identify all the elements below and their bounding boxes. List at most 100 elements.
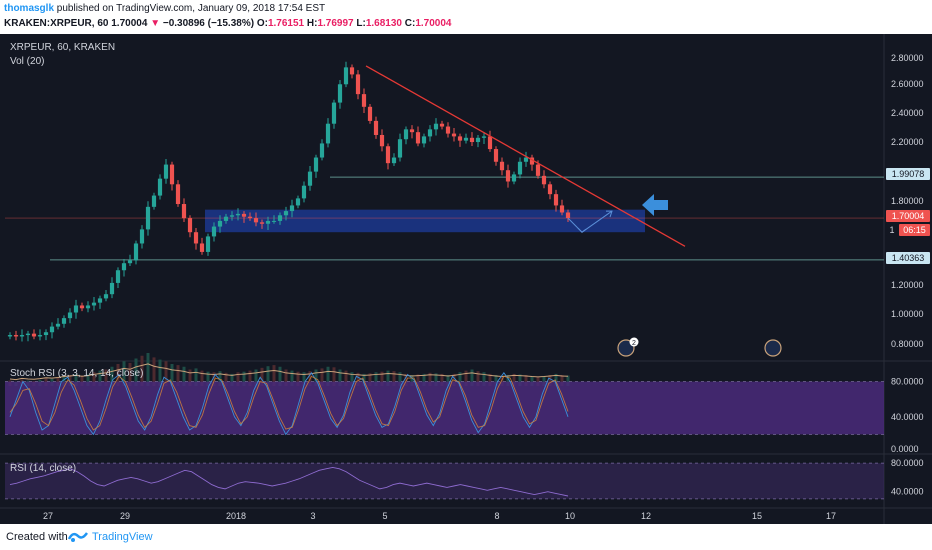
volume-bar <box>146 353 150 386</box>
candle-body <box>403 129 409 140</box>
volume-bar <box>242 371 246 386</box>
chart-svg[interactable]: 2 2.80000 2.60000 2.40000 2.20000 1.80000 1.2… <box>0 34 932 524</box>
volume-bar <box>110 366 114 386</box>
footer: Created with TradingView <box>0 524 932 550</box>
volume-bar <box>404 373 408 386</box>
volume-bar <box>74 373 78 386</box>
volume-bar <box>176 365 180 386</box>
candle-body <box>427 129 433 137</box>
volume-bar <box>416 374 420 386</box>
candle-body <box>181 204 187 219</box>
rsi-pane <box>5 462 884 500</box>
price-change: −0.30896 (−15.38%) <box>162 18 255 29</box>
candle-body <box>343 67 349 85</box>
volume-bar <box>548 375 552 386</box>
volume-bar <box>488 373 492 386</box>
marker-badge <box>629 337 639 347</box>
candle-body <box>325 123 331 144</box>
candle-body <box>361 94 367 107</box>
stoch-axis-label: 0.0000 <box>891 444 919 454</box>
volume-bar <box>128 362 132 386</box>
grid-lines <box>0 34 932 524</box>
volume-bar <box>524 375 528 386</box>
candles <box>7 61 571 342</box>
candle-body <box>13 335 19 337</box>
candle-body <box>73 305 79 313</box>
support-zone <box>205 209 645 233</box>
time-axis-label: 10 <box>565 511 575 521</box>
time-axis-label: 17 <box>826 511 836 521</box>
candle-body <box>127 260 133 264</box>
candle-body <box>409 129 415 133</box>
candle-body <box>97 298 103 303</box>
marker-ring <box>764 339 782 357</box>
author-name[interactable]: thomasglk <box>4 3 55 14</box>
volume-bar <box>476 371 480 386</box>
tradingview-logo-icon <box>68 532 88 542</box>
volume-bar <box>164 361 168 386</box>
chart-area[interactable]: 2 2.80000 2.60000 2.40000 2.20000 1.80000 1.2… <box>0 34 932 524</box>
candle-body <box>505 170 511 182</box>
candle-body <box>421 136 427 144</box>
candle-body <box>49 326 55 333</box>
price-axis-label: 2.60000 <box>891 79 924 89</box>
candle-body <box>523 157 529 162</box>
candle-body <box>337 84 343 103</box>
volume-bar <box>428 372 432 386</box>
volume-bar <box>506 375 510 386</box>
volume-bar <box>278 366 282 386</box>
event-marker-icon <box>764 339 782 357</box>
stoch-pane-label: Stoch RSI (3, 3, 14, 14, close) <box>10 368 143 379</box>
candle-body <box>145 206 151 230</box>
candle-body <box>271 220 277 222</box>
time-axis-label: 27 <box>43 511 53 521</box>
rsi-axis-label: 40.0000 <box>891 487 924 497</box>
candle-body <box>7 335 13 337</box>
volume-bar <box>248 370 252 386</box>
volume-bar <box>344 370 348 386</box>
volume-bar <box>464 370 468 386</box>
candle-body <box>397 139 403 158</box>
projection-arrowhead-icon <box>606 210 613 218</box>
volume-bar <box>212 372 216 386</box>
quote-line: KRAKEN:XRPEUR, 60 1.70004 ▼ −0.30896 (−1… <box>4 18 452 29</box>
volume-bar <box>374 372 378 386</box>
time-axis-label: 8 <box>494 511 499 521</box>
volume-bar <box>254 369 258 386</box>
candle-body <box>283 211 289 216</box>
stoch-axis-label: 40.0000 <box>891 412 924 422</box>
candle-body <box>133 243 139 261</box>
candle-body <box>277 215 283 221</box>
volume-bar <box>302 372 306 386</box>
candle-body <box>43 332 49 336</box>
volume-bar <box>296 371 300 386</box>
volume-bar <box>224 372 228 386</box>
volume-bar <box>326 366 330 386</box>
trendline <box>365 65 686 247</box>
projection-arrowhead-icon <box>577 227 587 233</box>
volume-bar <box>80 375 84 386</box>
candle-body <box>487 136 493 150</box>
candle-body <box>319 143 325 158</box>
volume-bar <box>392 371 396 386</box>
rsi-band <box>5 463 884 499</box>
tradingview-brand[interactable]: TradingView <box>92 531 153 543</box>
candle-body <box>553 194 559 206</box>
candle-body <box>439 123 445 127</box>
candle-body <box>19 335 25 337</box>
main-pane-label: XRPEUR, 60, KRAKEN <box>10 42 115 53</box>
candle-body <box>331 102 337 124</box>
price-tag-label: 1.99078 <box>892 169 925 179</box>
candle-body <box>463 137 469 141</box>
candle-body <box>289 205 295 212</box>
candle-body <box>67 312 73 319</box>
volume-bar <box>194 368 198 386</box>
volume-bar <box>422 373 426 386</box>
candle-body <box>61 318 67 324</box>
price-axis-label: 2.40000 <box>891 108 924 118</box>
candle-body <box>559 205 565 213</box>
candle-body <box>199 243 205 252</box>
marker-count: 2 <box>632 340 636 347</box>
price-tag-label: 06:15 <box>903 225 926 235</box>
volume-bar <box>260 367 264 386</box>
